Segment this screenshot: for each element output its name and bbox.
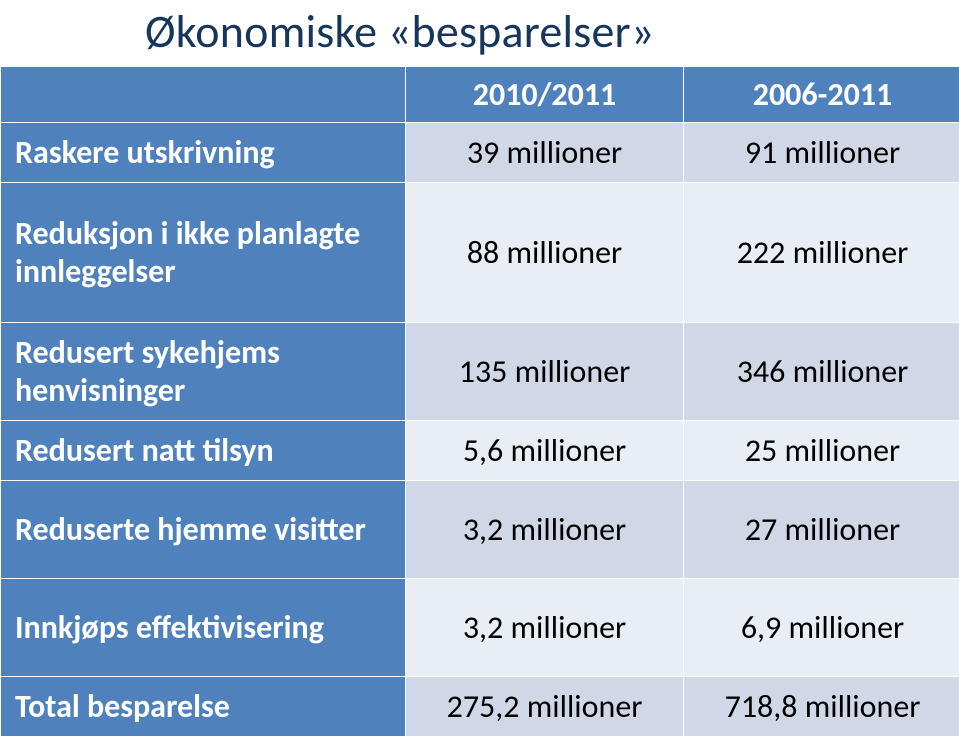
slide-title: Økonomiske «besparelser»	[145, 4, 655, 60]
row-label: Innkjøps effektivisering	[1, 579, 406, 677]
row-value: 6,9 millioner	[684, 579, 959, 677]
row-value: 3,2 millioner	[406, 579, 684, 677]
table-row: Reduksjon i ikke planlagte innleggelser …	[1, 183, 959, 323]
table-row: Raskere utskrivning 39 millioner 91 mill…	[1, 123, 959, 183]
row-value: 346 millioner	[684, 323, 959, 421]
row-label: Redusert sykehjems henvisninger	[1, 323, 406, 421]
row-value: 3,2 millioner	[406, 481, 684, 579]
row-value: 27 millioner	[684, 481, 959, 579]
header-blank	[1, 67, 406, 123]
table-row: Innkjøps effektivisering 3,2 millioner 6…	[1, 579, 959, 677]
table-row: Redusert sykehjems henvisninger 135 mill…	[1, 323, 959, 421]
header-period-2: 2006-2011	[684, 67, 959, 123]
row-label: Reduksjon i ikke planlagte innleggelser	[1, 183, 406, 323]
row-value: 275,2 millioner	[406, 677, 684, 737]
row-value: 135 millioner	[406, 323, 684, 421]
table-header-row: 2010/2011 2006-2011	[1, 67, 959, 123]
row-value: 222 millioner	[684, 183, 959, 323]
savings-table: 2010/2011 2006-2011 Raskere utskrivning …	[0, 66, 959, 737]
row-value: 88 millioner	[406, 183, 684, 323]
header-period-1: 2010/2011	[406, 67, 684, 123]
row-value: 39 millioner	[406, 123, 684, 183]
row-value: 25 millioner	[684, 421, 959, 481]
row-label: Total besparelse	[1, 677, 406, 737]
row-label: Reduserte hjemme visitter	[1, 481, 406, 579]
row-value: 718,8 millioner	[684, 677, 959, 737]
row-value: 5,6 millioner	[406, 421, 684, 481]
row-value: 91 millioner	[684, 123, 959, 183]
row-label: Raskere utskrivning	[1, 123, 406, 183]
table-row: Total besparelse 275,2 millioner 718,8 m…	[1, 677, 959, 737]
table-row: Redusert natt tilsyn 5,6 millioner 25 mi…	[1, 421, 959, 481]
row-label: Redusert natt tilsyn	[1, 421, 406, 481]
table-row: Reduserte hjemme visitter 3,2 millioner …	[1, 481, 959, 579]
